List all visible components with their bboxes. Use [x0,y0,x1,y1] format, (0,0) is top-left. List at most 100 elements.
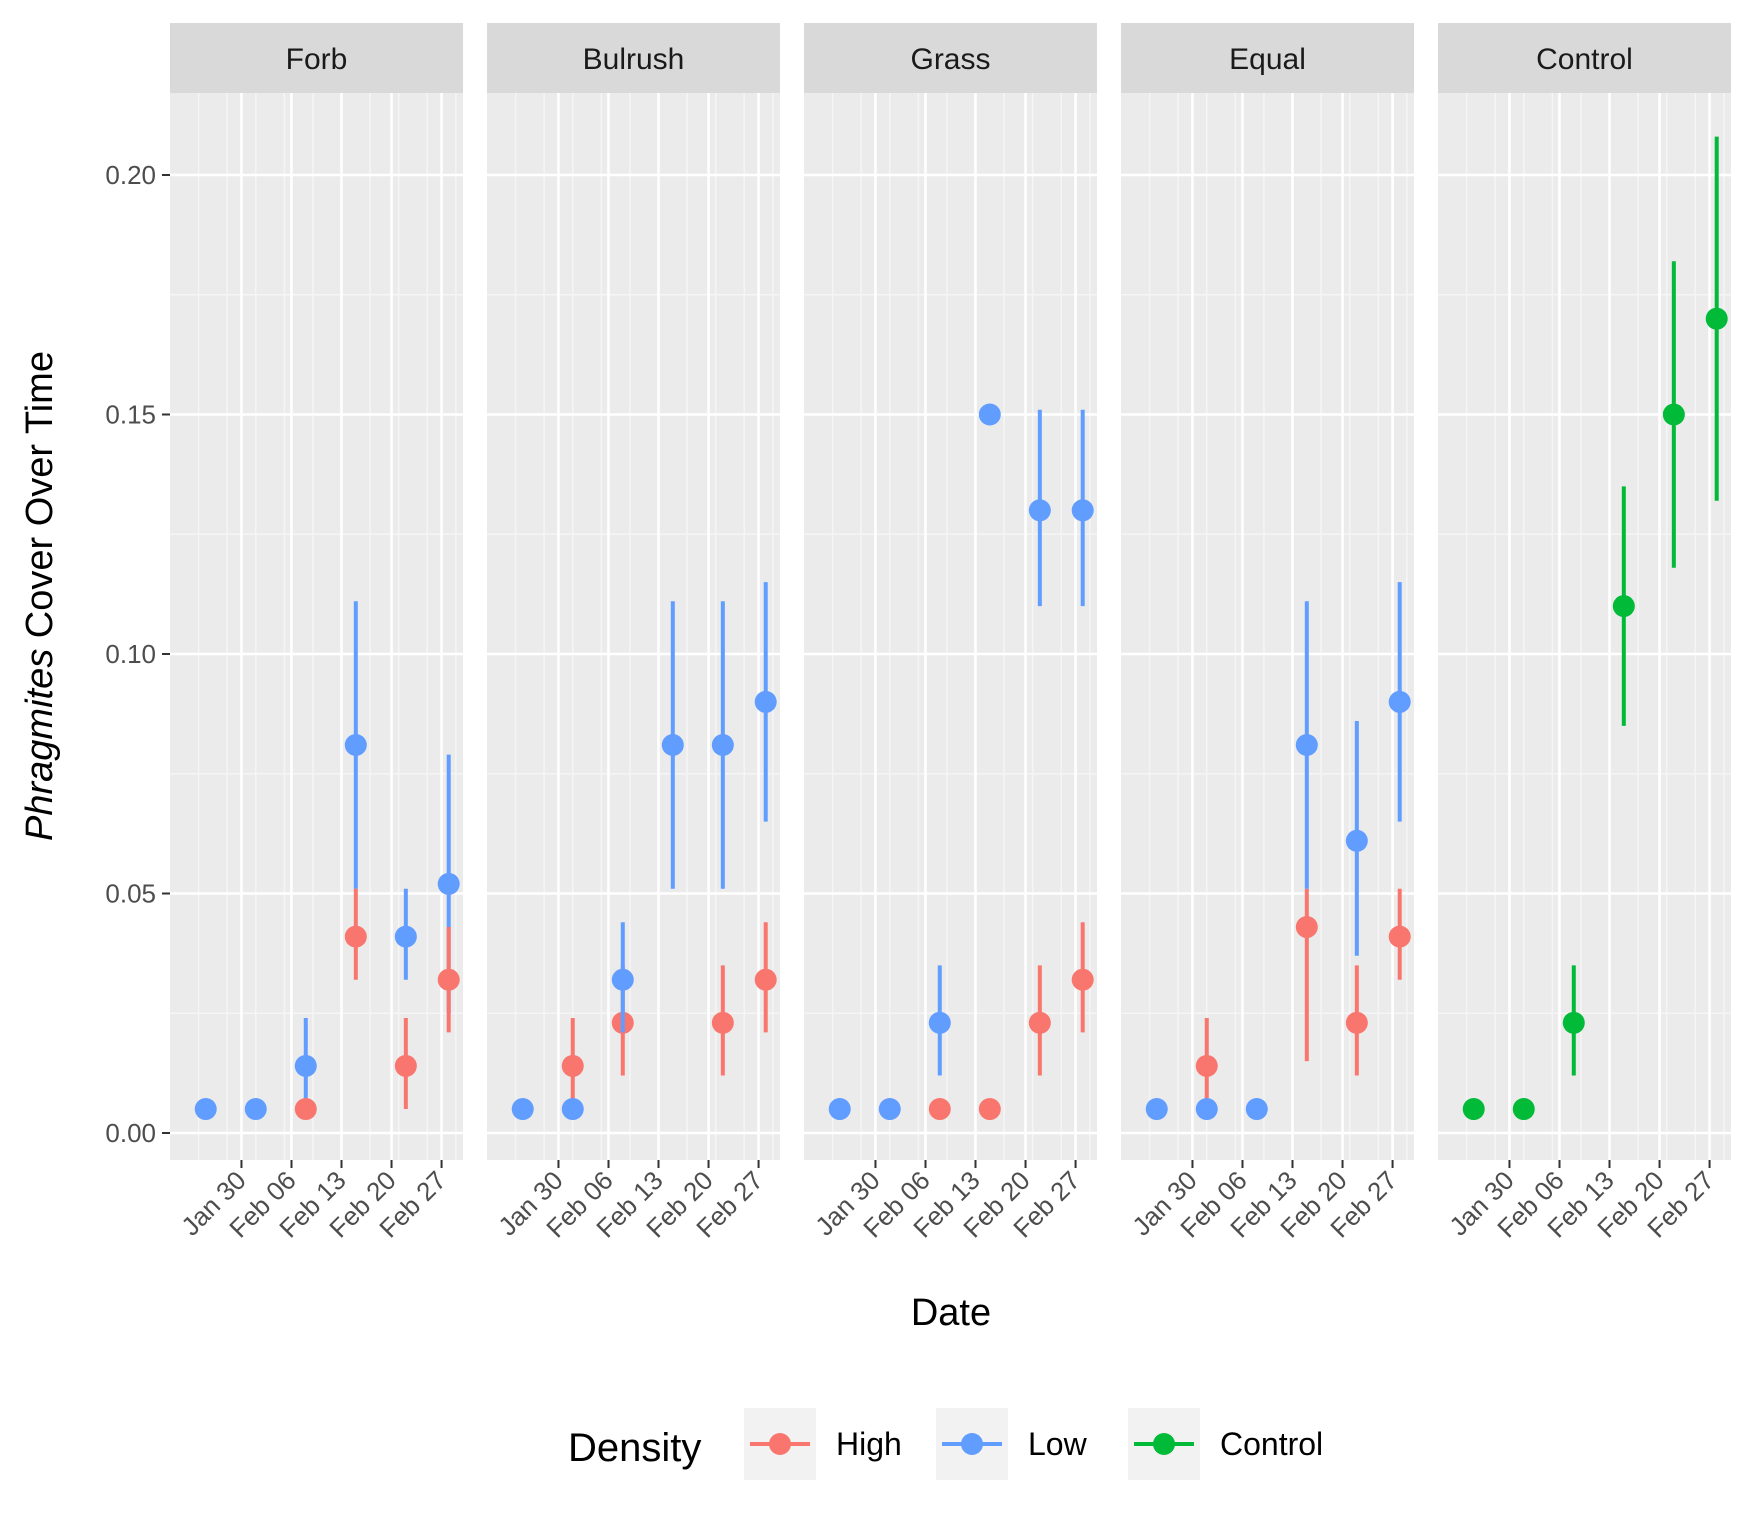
data-point [1195,1054,1218,1077]
panel-background [804,93,1097,1160]
facet-strip-label: Equal [1229,43,1306,76]
data-point [978,403,1001,426]
y-axis-title: Phragmites Cover Over Time [19,351,61,841]
facet-strip [1438,23,1731,93]
data-point [344,925,367,948]
panel-background [487,93,780,1160]
legend-item-label: Control [1220,1426,1323,1462]
legend-key-point [961,1433,983,1455]
data-point [661,734,684,757]
data-point [928,1098,951,1121]
facet-strip-label: Control [1536,43,1633,76]
legend: High Low Control [744,1408,1323,1480]
x-axis-title: Date [911,1292,991,1334]
grid-lines [1438,93,1731,1160]
legend-item-control: Control [1128,1408,1323,1480]
data-point [1028,499,1051,522]
facet-strip [1121,23,1414,93]
data-point [1512,1098,1535,1121]
data-point [437,968,460,991]
data-point [1612,595,1635,618]
series-high [928,922,1094,1121]
axis-ticks-layer: 0.00 0.05 0.10 0.15 0.20 [105,160,170,1148]
data-point [1295,916,1318,939]
facet-strip [487,23,780,93]
legend-title: Density [568,1426,701,1470]
series-low [511,582,777,1121]
data-point [1071,499,1094,522]
data-layer [194,601,460,1121]
data-point [394,925,417,948]
data-point [561,1098,584,1121]
data-point [344,734,367,757]
y-tick-label: 0.10 [105,639,156,669]
grid-lines [1121,93,1414,1160]
data-point [1388,690,1411,713]
series-control [1462,136,1728,1121]
y-tick-label: 0.20 [105,160,156,190]
data-point [1662,403,1685,426]
data-point [1071,968,1094,991]
y-tick-label: 0.15 [105,400,156,430]
y-axis-title-rest: Cover Over Time [19,351,61,649]
series-high [1195,888,1411,1110]
data-point [1028,1011,1051,1034]
data-point [294,1054,317,1077]
data-point [1195,1098,1218,1121]
data-point [1462,1098,1485,1121]
series-low [1145,582,1411,1121]
facet-strip [804,23,1097,93]
series-low [194,601,460,1121]
data-point [437,872,460,895]
data-point [878,1098,901,1121]
data-layer [828,403,1094,1121]
panel-background [1438,93,1731,1160]
data-point [561,1054,584,1077]
y-tick-label: 0.00 [105,1118,156,1148]
facet-strip [170,23,463,93]
legend-item-label: High [836,1426,902,1462]
data-point [194,1098,217,1121]
data-point [294,1098,317,1121]
data-point [1345,829,1368,852]
data-point [928,1011,951,1034]
data-point [1562,1011,1585,1034]
data-point [828,1098,851,1121]
data-point [1388,925,1411,948]
facet-strip-label: Grass [910,43,990,76]
data-point [1705,307,1728,330]
legend-item-label: Low [1028,1426,1088,1462]
series-high [294,888,460,1121]
data-point [394,1054,417,1077]
data-point [978,1098,1001,1121]
data-point [1245,1098,1268,1121]
data-point [754,690,777,713]
series-low [828,403,1094,1121]
data-point [611,968,634,991]
data-point [244,1098,267,1121]
data-point [1145,1098,1168,1121]
data-point [511,1098,534,1121]
legend-key-point [769,1433,791,1455]
facet-strip-label: Bulrush [583,43,685,76]
data-point [1345,1011,1368,1034]
facet-strip-label: Forb [286,43,348,76]
data-point [711,734,734,757]
legend-item-high: High [744,1408,902,1480]
data-layer [1462,136,1728,1121]
panel-background [1121,93,1414,1160]
data-layer [511,582,777,1121]
data-point [711,1011,734,1034]
grid-lines [804,93,1097,1160]
y-axis-title-italic: Phragmites [19,649,61,841]
legend-key-point [1153,1433,1175,1455]
data-point [1295,734,1318,757]
